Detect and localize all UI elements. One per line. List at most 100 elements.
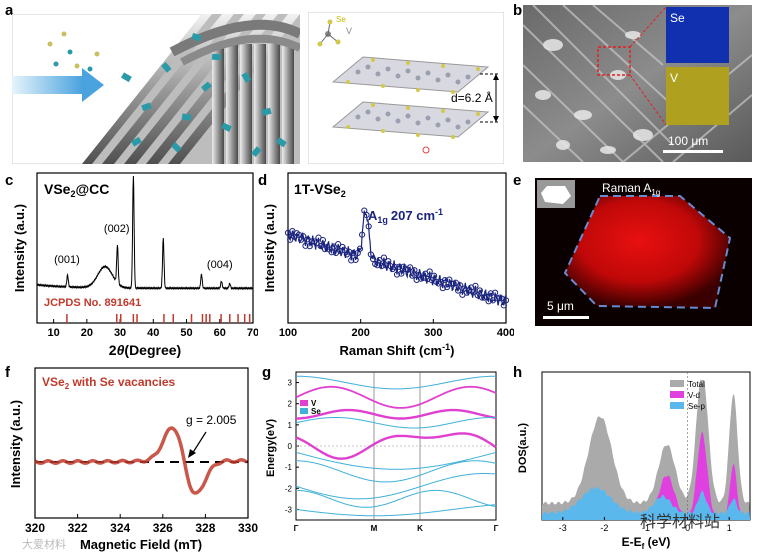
x-tick-label: -1	[642, 523, 650, 533]
band-line	[295, 432, 497, 460]
data-point	[454, 287, 462, 294]
band-line	[295, 451, 497, 470]
panel-label-c: c	[5, 172, 14, 189]
data-point	[363, 211, 370, 219]
y-tick-label: 3	[288, 379, 293, 388]
atom-legend: Se V	[317, 15, 352, 47]
peak-annotation: A1g 207 cm-1	[368, 207, 443, 225]
data-point	[430, 272, 438, 279]
dos-vd-area	[542, 432, 750, 520]
v-map-label: V	[670, 71, 678, 85]
panel-label-h: h	[513, 364, 523, 381]
x-tick-label: 100	[279, 327, 297, 339]
scale-bar-label: 100 μm	[668, 134, 708, 148]
dos-total-area	[542, 380, 750, 520]
data-point	[452, 279, 459, 286]
plot-frame	[34, 367, 249, 519]
panel-d-raman-chart: 1T-VSe2 A1g 207 cm-1 Intensity (a.u.) Ram…	[262, 172, 514, 358]
watermark-left: 大爱材料	[22, 538, 66, 551]
carbon-cloth-fibers	[82, 14, 300, 164]
data-point	[302, 242, 309, 249]
xrd-pattern-line	[36, 175, 254, 291]
x-tick-label: 320	[25, 521, 45, 535]
legend-label-vd: V-d	[688, 391, 700, 400]
data-point	[319, 236, 326, 244]
data-point	[348, 257, 355, 264]
legend-label-total: Total	[688, 380, 705, 389]
data-point	[352, 256, 359, 264]
chart-title: VSe2 with Se vacancies	[42, 375, 176, 391]
data-point	[350, 250, 357, 257]
data-point	[359, 231, 366, 238]
legend-v: V	[346, 26, 352, 36]
reference-label: JCPDS No. 891641	[44, 297, 141, 309]
panel-c-xrd-chart: VSe2@CC Intensity (a.u.) 2θ(Degree) JCPD…	[12, 172, 258, 358]
flake-outline	[563, 195, 732, 310]
scale-bar-label: 5 μm	[547, 299, 574, 313]
band-line	[296, 375, 496, 390]
data-point	[409, 272, 416, 279]
scale-bar	[543, 316, 589, 319]
panel-g-band-structure: Energy(eV) 3 2 1 0 -1 -2 -3 Γ M K Γ V Se	[265, 371, 499, 533]
precursor-particles	[47, 31, 100, 72]
selection-box	[597, 46, 631, 76]
x-tick-label: 40	[147, 327, 159, 339]
data-point	[335, 241, 342, 248]
data-point	[374, 262, 381, 269]
data-point	[444, 283, 451, 291]
x-tick-label: 70	[247, 327, 258, 339]
data-point	[300, 233, 307, 240]
data-point	[476, 287, 483, 294]
data-point	[500, 302, 507, 309]
peak-label: (004)	[207, 259, 233, 271]
data-point	[385, 258, 392, 265]
data-point	[439, 285, 446, 292]
data-point	[365, 223, 372, 230]
data-point	[328, 249, 335, 256]
panel-label-f: f	[5, 364, 10, 381]
band-line	[295, 417, 496, 429]
data-point	[317, 242, 324, 250]
panel-b-sem: Se V 100 μm	[523, 5, 752, 162]
legend-swatch-sep	[670, 402, 684, 409]
data-point	[470, 289, 477, 296]
chart-title: 1T-VSe2	[294, 181, 346, 199]
panel-e-raman-map: Raman A1g 5 μm	[535, 178, 752, 326]
k-point-label: Γ	[494, 524, 499, 533]
x-tick-label: 10	[47, 327, 59, 339]
x-tick-label: 328	[195, 521, 215, 535]
x-tick-label: 30	[114, 327, 126, 339]
data-point	[287, 236, 294, 243]
x-tick-label: 50	[180, 327, 192, 339]
y-axis-label: Intensity (a.u.)	[8, 400, 23, 488]
y-tick-label: 0	[288, 442, 293, 451]
epr-line	[34, 426, 248, 495]
panel-label-e: e	[513, 172, 522, 189]
panel-label-d: d	[258, 172, 268, 189]
panel-a-crystal-structure: Se V d=6.2 Å	[308, 12, 504, 164]
data-point	[398, 270, 405, 277]
v-map	[666, 67, 729, 125]
x-axis-label: Raman Shift (cm-1)	[340, 342, 455, 358]
data-point	[406, 264, 414, 271]
x-tick-label: 200	[351, 327, 369, 339]
legend-label-v: V	[311, 399, 317, 408]
legend-swatch-se	[300, 408, 308, 414]
y-axis-label: Intensity (a.u.)	[262, 204, 277, 292]
data-point	[492, 289, 499, 296]
k-point-label: M	[371, 524, 378, 533]
panel-f-epr-chart: VSe2 with Se vacancies g = 2.005 Intensi…	[8, 367, 258, 552]
legend-swatch-total	[670, 380, 684, 387]
panel-a-schematic	[12, 14, 300, 164]
raman-line	[287, 210, 507, 306]
data-point	[391, 263, 398, 271]
x-tick-label: -3	[559, 523, 567, 533]
panel-h-dos-chart: DOS(a.u.) E-Ef (eV) -3 -2 -1 0 1 Total V-d S…	[517, 371, 751, 551]
x-tick-label: 322	[68, 521, 88, 535]
x-tick-label: 60	[214, 327, 226, 339]
data-point	[356, 245, 364, 252]
data-point	[502, 297, 510, 304]
data-point	[424, 275, 431, 283]
vse2-nanosheets	[121, 32, 287, 157]
band-line	[295, 504, 497, 517]
